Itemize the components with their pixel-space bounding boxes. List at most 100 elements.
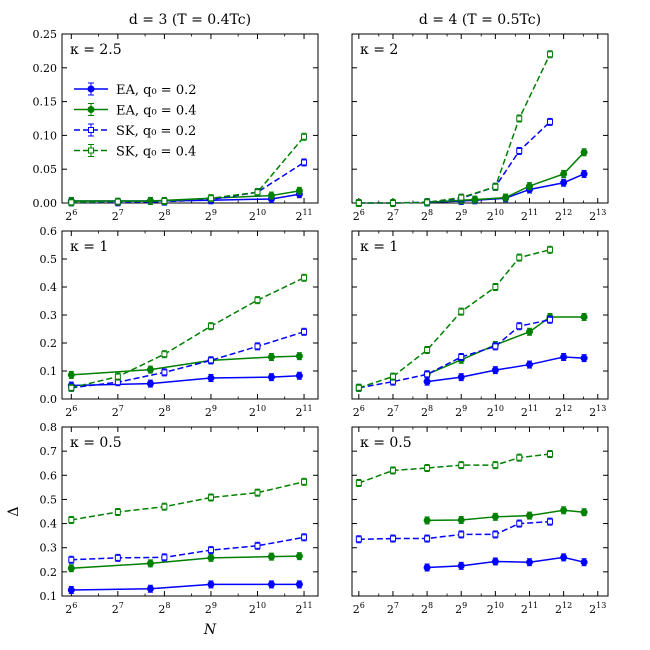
legend-label: EA, q₀ = 0.2 xyxy=(116,83,197,98)
x-tick-label: 211 xyxy=(295,404,312,419)
data-point xyxy=(267,553,275,561)
data-point xyxy=(491,557,499,565)
x-tick-label: 26 xyxy=(65,601,77,616)
data-point xyxy=(301,328,308,335)
data-point xyxy=(546,246,553,253)
x-tick-label: 212 xyxy=(555,601,572,616)
data-point xyxy=(492,531,499,538)
data-point xyxy=(458,354,465,360)
data-point xyxy=(546,451,553,458)
data-point xyxy=(546,118,553,125)
column-title: d = 4 (T = 0.5Tc) xyxy=(419,12,541,28)
y-tick-label: 0.6 xyxy=(40,225,58,238)
data-point xyxy=(67,564,75,572)
data-point xyxy=(207,374,215,382)
x-tick-label: 26 xyxy=(65,404,77,419)
kappa-label: κ = 1 xyxy=(70,239,108,255)
kappa-label: κ = 0.5 xyxy=(360,435,412,451)
data-point xyxy=(114,373,121,380)
y-tick-label: 0.3 xyxy=(40,542,58,555)
legend-label: SK, q₀ = 0.4 xyxy=(116,145,196,160)
data-point xyxy=(114,554,121,561)
data-point xyxy=(114,508,121,515)
column-title: d = 3 (T = 0.4Tc) xyxy=(129,12,251,28)
x-tick-label: 27 xyxy=(387,601,399,616)
x-tick-label: 210 xyxy=(249,601,266,616)
data-point xyxy=(516,454,523,461)
series-line xyxy=(71,331,305,389)
data-point xyxy=(301,478,308,485)
data-point xyxy=(254,542,261,549)
plot-frame xyxy=(61,426,319,597)
data-point xyxy=(423,378,431,386)
plot-frame xyxy=(351,230,609,400)
data-point xyxy=(560,506,568,514)
kappa-label: κ = 2.5 xyxy=(70,42,122,58)
data-point xyxy=(267,353,275,361)
y-tick-label: 0.00 xyxy=(33,197,58,210)
x-tick-label: 28 xyxy=(421,601,433,616)
data-point xyxy=(254,189,261,196)
data-point xyxy=(207,554,215,562)
x-tick-label: 28 xyxy=(421,404,433,419)
data-point xyxy=(458,308,465,315)
kappa-label: κ = 2 xyxy=(360,42,398,58)
data-point xyxy=(580,148,588,156)
data-point xyxy=(301,274,308,281)
data-point xyxy=(267,192,275,200)
data-point xyxy=(355,536,362,543)
data-point xyxy=(207,494,214,501)
data-point xyxy=(525,182,533,190)
legend-marker xyxy=(88,147,94,154)
x-tick-label: 211 xyxy=(521,404,538,419)
data-point xyxy=(546,316,553,323)
y-tick-label: 0.6 xyxy=(40,469,58,482)
data-point xyxy=(471,196,479,204)
data-point xyxy=(295,187,303,195)
x-tick-label: 29 xyxy=(455,601,467,616)
data-point xyxy=(301,159,308,166)
x-tick-label: 27 xyxy=(112,601,124,616)
x-tick-label: 29 xyxy=(455,208,467,223)
data-point xyxy=(458,194,465,201)
data-point xyxy=(207,195,214,202)
legend-label: EA, q₀ = 0.4 xyxy=(116,104,197,119)
x-tick-label: 26 xyxy=(353,208,365,223)
data-point xyxy=(68,199,75,206)
data-point xyxy=(295,580,303,588)
data-point xyxy=(355,480,362,487)
y-tick-label: 0.10 xyxy=(33,129,58,142)
legend: EA, q₀ = 0.2 EA, q₀ = 0.4 SK, q₀ = 0.2 SK, … xyxy=(74,82,197,160)
data-point xyxy=(424,465,431,472)
legend-marker xyxy=(88,127,94,133)
data-point xyxy=(580,558,588,566)
x-tick-label: 28 xyxy=(158,208,170,223)
legend-label: SK, q₀ = 0.2 xyxy=(116,124,196,139)
data-point xyxy=(516,254,523,261)
data-point xyxy=(423,564,431,572)
data-point xyxy=(161,503,168,510)
data-point xyxy=(389,200,396,206)
x-tick-label: 26 xyxy=(353,404,365,419)
panel-5: 26 27 28 29 210 211 0.1 0.2 0.3 0.4 0.5 0.6 0.7 0.8 κ … xyxy=(6,421,319,638)
data-point xyxy=(114,198,121,205)
x-tick-label: 212 xyxy=(555,404,572,419)
data-point xyxy=(146,585,154,593)
data-point xyxy=(389,535,396,542)
y-tick-label: 0.3 xyxy=(40,309,58,322)
data-point xyxy=(146,559,154,567)
panel-3: 26 27 28 29 210 211 0.0 0.1 0.2 0.3 0.4 0.5 0.6 κ = 1 xyxy=(40,225,319,419)
data-point xyxy=(457,516,465,524)
data-point xyxy=(492,462,499,469)
panel-2: 26 27 28 29 210 211 212 213 κ = 2 d = 4 (T = 0.5T… xyxy=(351,12,609,223)
x-tick-label: 213 xyxy=(589,601,606,616)
data-point xyxy=(207,323,214,330)
data-point xyxy=(424,347,431,353)
x-tick-label: 26 xyxy=(65,208,77,223)
x-tick-label: 27 xyxy=(387,404,399,419)
y-tick-label: 0.20 xyxy=(33,62,58,75)
data-point xyxy=(207,580,215,588)
data-point xyxy=(146,366,154,374)
data-point xyxy=(254,489,261,496)
data-point xyxy=(580,354,588,362)
